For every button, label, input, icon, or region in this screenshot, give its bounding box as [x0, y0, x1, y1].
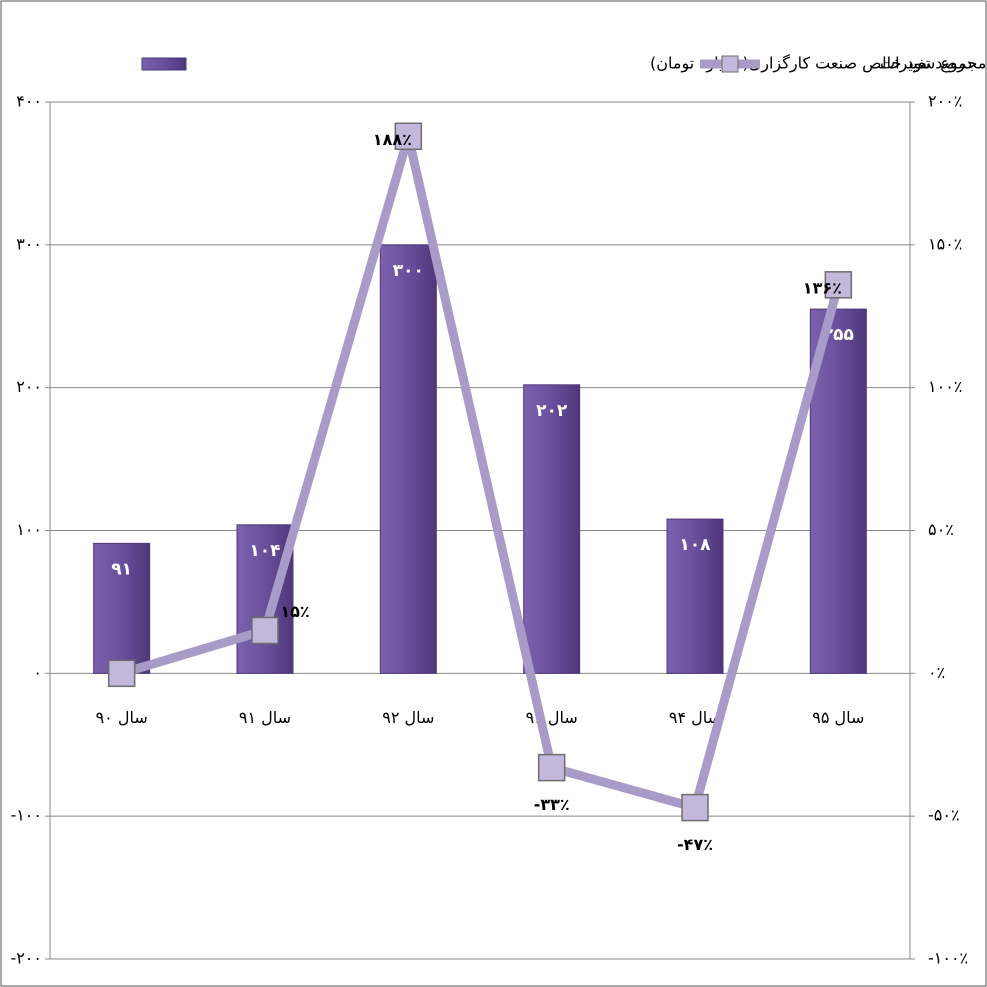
bar-value-label: ۱۰۴: [249, 541, 280, 561]
line-value-label: ۱۸۸٪: [373, 130, 412, 149]
x-tick-label: سال ۹۱: [239, 708, 291, 727]
x-tick-label: سال ۹۲: [382, 708, 434, 727]
x-tick-label: سال ۹۳: [526, 708, 578, 727]
y-tick-label: ۱۰۰: [16, 520, 42, 539]
bar: [236, 524, 294, 674]
y-tick-label: -۱۰۰: [10, 806, 42, 825]
y2-tick-label: ۵۰٪: [928, 520, 954, 539]
line-marker: [394, 122, 423, 151]
y-tick-label: ۳۰۰: [16, 234, 42, 253]
bar-value-label: ۳۰۰: [393, 261, 424, 281]
y2-tick-label: ۱۰۰٪: [928, 377, 962, 396]
line-marker: [537, 753, 566, 782]
line-value-label: ۱۵٪: [280, 602, 309, 621]
line-marker: [681, 793, 709, 822]
line: [120, 131, 843, 813]
y2-tick-label: ۰٪: [928, 663, 945, 682]
bar-value-label: ۱۰۸: [679, 535, 711, 555]
y2-tick-label: ۲۰۰٪: [928, 92, 962, 111]
y-tick-label: -۲۰۰: [10, 949, 42, 968]
bar: [523, 384, 581, 674]
x-tick-label: سال ۹۴: [669, 708, 721, 727]
y-tick-label: ۰: [33, 663, 42, 682]
line-marker: [251, 616, 279, 645]
legend-label: درصد تغییرات: [880, 54, 972, 74]
y2-tick-label: ۱۵۰٪: [928, 234, 962, 253]
line-marker: [107, 659, 136, 688]
y-tick-label: ۴۰۰: [16, 92, 42, 111]
legend-marker: [721, 55, 739, 73]
legend-swatch: [141, 57, 187, 71]
bar-value-label: ۹۱: [111, 559, 132, 579]
bar: [379, 244, 437, 674]
bar: [666, 518, 724, 674]
line-value-label: ۱۳۶٪: [803, 278, 842, 297]
bar-value-label: ۲۰۲: [536, 401, 568, 421]
x-tick-label: سال ۹۵: [812, 708, 864, 727]
line-value-label: -۳۳٪: [534, 795, 570, 814]
y2-tick-label: -۵۰٪: [928, 806, 960, 825]
line-value-label: -۴۷٪: [677, 835, 713, 854]
x-tick-label: سال ۹۰: [96, 708, 148, 727]
y-tick-label: ۲۰۰: [16, 377, 42, 396]
line-marker: [824, 271, 853, 299]
bar: [93, 542, 151, 674]
y2-tick-label: -۱۰۰٪: [928, 949, 968, 968]
